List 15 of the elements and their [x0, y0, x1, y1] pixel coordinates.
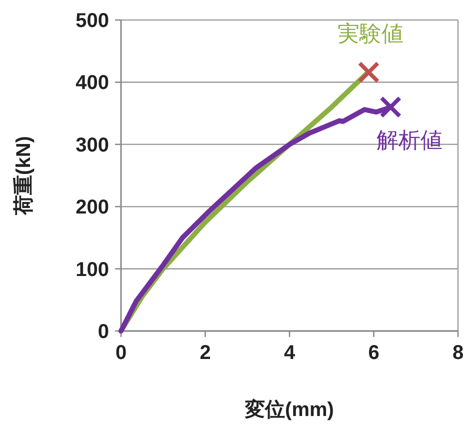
y-tick-label: 500 — [76, 10, 109, 32]
x-tick-label: 4 — [284, 342, 296, 364]
y-axis-title: 荷重(kN) — [12, 136, 35, 216]
series-label: 実験値 — [337, 20, 404, 46]
x-tick-label: 8 — [452, 342, 464, 364]
x-tick-label: 0 — [115, 342, 127, 364]
x-tick-label: 6 — [368, 342, 380, 364]
y-tick-label: 300 — [76, 134, 109, 156]
y-tick-label: 400 — [76, 72, 109, 94]
y-tick-label: 200 — [76, 196, 109, 219]
x-tick-label: 2 — [200, 342, 211, 364]
y-tick-label: 0 — [98, 321, 109, 343]
y-tick-label: 100 — [76, 258, 109, 281]
x-axis-title: 変位(mm) — [244, 398, 334, 421]
series-label: 解析値 — [376, 128, 442, 153]
